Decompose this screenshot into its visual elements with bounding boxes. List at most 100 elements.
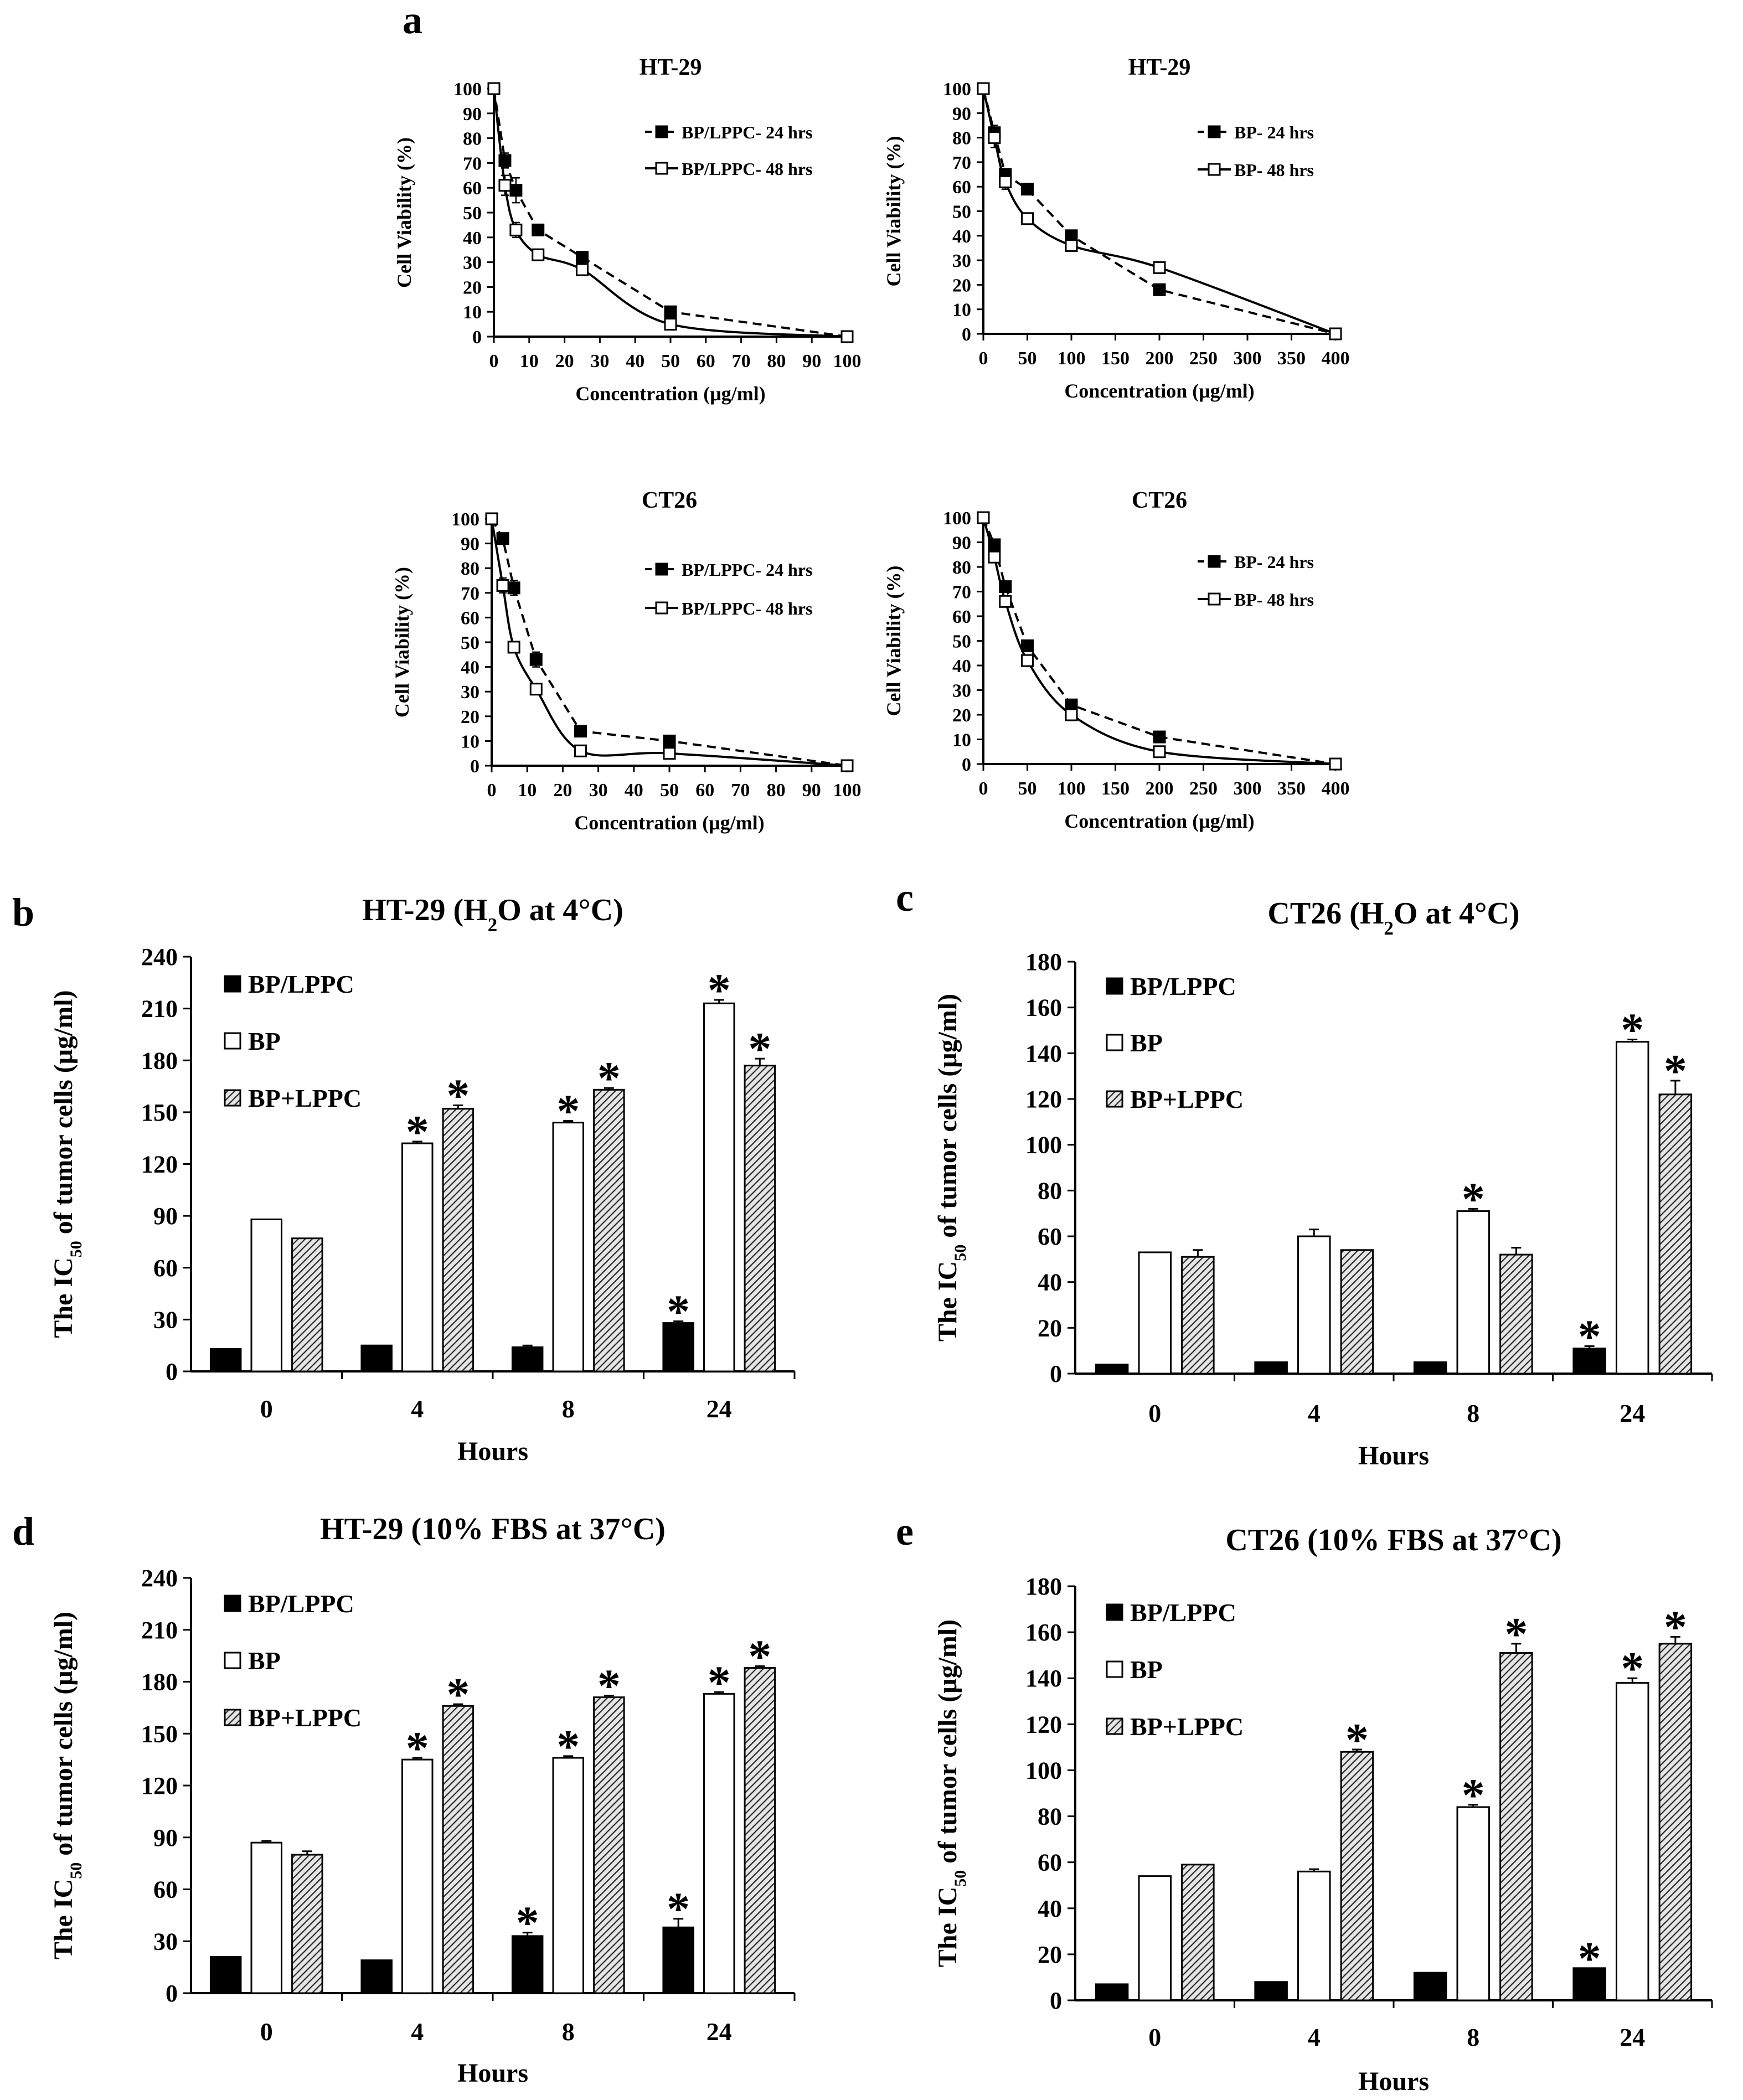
bar-solid <box>511 1346 544 1373</box>
series-line-2 <box>491 518 848 767</box>
bar-open <box>703 1693 735 1994</box>
data-point <box>664 305 677 318</box>
x-tick-label: 60 <box>697 351 715 372</box>
line-chart-ht29-bp: 0 10 20 30 40 50 60 70 80 90 100 0 50 100 150 200 250 300… <box>883 55 1350 402</box>
bar-open <box>1297 1235 1331 1375</box>
legend-swatch <box>224 1032 241 1050</box>
data-point <box>1021 654 1034 667</box>
y-tick-label: 0 <box>472 327 482 348</box>
significance-asterisk: * <box>1621 1643 1644 1694</box>
bar-open <box>1138 1875 1172 2001</box>
y-axis-label-subscript: 50 <box>67 1241 85 1257</box>
bar-chart-ct26-fbs: 0 20 40 60 80 100 120 140 160 180 0 4 * 8 * * 24 * * * CT26 … <box>933 1523 1713 2096</box>
bar-open <box>1297 1870 1331 2001</box>
y-tick-label: 50 <box>461 633 479 653</box>
legend-label: BP+LPPC <box>1130 1085 1244 1113</box>
x-tick-label: 350 <box>1277 778 1306 799</box>
bar-solid <box>360 1959 393 1994</box>
y-tick-label: 100 <box>1025 1132 1062 1159</box>
y-tick-label: 30 <box>153 1928 178 1955</box>
bar-chart-ct26-h2o: 0 20 40 60 80 100 120 140 160 180 0 4 8 * 24 * * * CT26 (H… <box>933 896 1713 1470</box>
data-point <box>1329 757 1342 771</box>
bar-open <box>703 1002 735 1373</box>
significance-asterisk: * <box>708 1657 731 1708</box>
bar-solid <box>1413 1361 1447 1375</box>
y-tick-label: 240 <box>141 943 178 971</box>
x-tick-label: 4 <box>411 2018 424 2046</box>
y-axis-label-subscript: 50 <box>67 1862 85 1879</box>
x-tick-label: 0 <box>489 351 499 372</box>
bar-hatched <box>1658 1643 1693 2001</box>
legend-swatch <box>1106 977 1123 995</box>
data-point <box>496 579 509 592</box>
bar-hatched <box>593 1088 625 1373</box>
y-tick-label: 0 <box>962 324 971 345</box>
x-axis-label: Concentration (μg/ml) <box>1064 380 1254 402</box>
data-point <box>496 532 509 545</box>
y-tick-label: 40 <box>952 226 971 247</box>
significance-asterisk: * <box>748 1631 771 1682</box>
data-point <box>507 581 520 595</box>
x-tick-label: 40 <box>626 351 644 372</box>
panel-label-a: a <box>403 0 422 42</box>
x-axis-label: Concentration (μg/ml) <box>575 383 765 405</box>
y-tick-label: 20 <box>463 277 482 298</box>
x-tick-label: 150 <box>1101 348 1130 369</box>
y-axis-label: The IC50 of tumor cells (μg/ml) <box>933 1619 970 1967</box>
y-tick-label: 30 <box>952 681 971 701</box>
y-tick-label: 20 <box>461 707 479 727</box>
x-tick-label: 24 <box>707 2018 732 2046</box>
data-point <box>532 248 545 261</box>
x-tick-label: 20 <box>553 780 572 801</box>
y-tick-label: 80 <box>952 558 971 578</box>
y-tick-label: 60 <box>153 1876 178 1903</box>
data-point <box>1153 283 1166 296</box>
significance-asterisk: * <box>1621 1004 1644 1056</box>
y-tick-label: 90 <box>153 1824 178 1851</box>
x-axis-label: Concentration (μg/ml) <box>574 812 764 834</box>
y-tick-label: 10 <box>952 300 971 321</box>
x-tick-label: 350 <box>1277 348 1306 369</box>
bar-chart-ht29-fbs: 0 30 60 90 120 150 180 210 240 0 4 * * 8 * * * 24 * * * HT-29… <box>49 1512 796 2088</box>
data-point <box>1021 183 1034 196</box>
y-tick-label: 80 <box>463 129 482 149</box>
series-line-2 <box>982 517 1336 765</box>
y-tick-label: 90 <box>952 533 971 554</box>
bar-hatched <box>593 1696 625 1994</box>
bar-hatched <box>291 1237 323 1373</box>
chart-title-main: HT-29 (10% FBS at 37°C) <box>320 1512 666 1546</box>
chart-title-main: CT26 (10% FBS at 37°C) <box>1225 1523 1561 1557</box>
x-tick-label: 4 <box>1308 1399 1321 1427</box>
bar-hatched <box>1499 1253 1533 1375</box>
x-tick-label: 0 <box>1148 2023 1161 2051</box>
x-tick-label: 80 <box>767 780 786 801</box>
chart-title-subscript: 2 <box>1384 917 1394 939</box>
legend-swatch <box>224 1652 241 1669</box>
x-tick-label: 100 <box>1058 778 1086 799</box>
chart-title-main: HT-29 (H <box>362 893 488 927</box>
bar-solid <box>662 1926 694 1994</box>
legend-label: BP/LPPC <box>248 1590 354 1618</box>
y-tick-label: 90 <box>461 534 479 555</box>
data-point <box>840 759 854 772</box>
significance-asterisk: * <box>406 1722 429 1774</box>
chart-title: HT-29 (H2O at 4°C) <box>362 893 623 936</box>
bar-solid <box>1413 1972 1447 2001</box>
y-tick-label: 40 <box>461 658 479 678</box>
data-point <box>1021 639 1034 652</box>
significance-asterisk: * <box>597 1052 621 1104</box>
data-point <box>574 744 587 757</box>
x-tick-label: 0 <box>260 2018 273 2046</box>
x-tick-label: 150 <box>1101 778 1130 799</box>
bar-hatched <box>291 1854 323 1994</box>
data-point <box>1153 261 1166 274</box>
data-point <box>977 82 990 95</box>
bar-open <box>1616 1041 1649 1375</box>
y-tick-label: 60 <box>153 1255 178 1282</box>
bar-open <box>250 1841 282 1994</box>
y-tick-label: 60 <box>1038 1223 1062 1250</box>
legend-marker <box>1208 163 1221 176</box>
legend-label: BP- 48 hrs <box>1234 160 1314 180</box>
bar-open <box>1456 1210 1490 1375</box>
